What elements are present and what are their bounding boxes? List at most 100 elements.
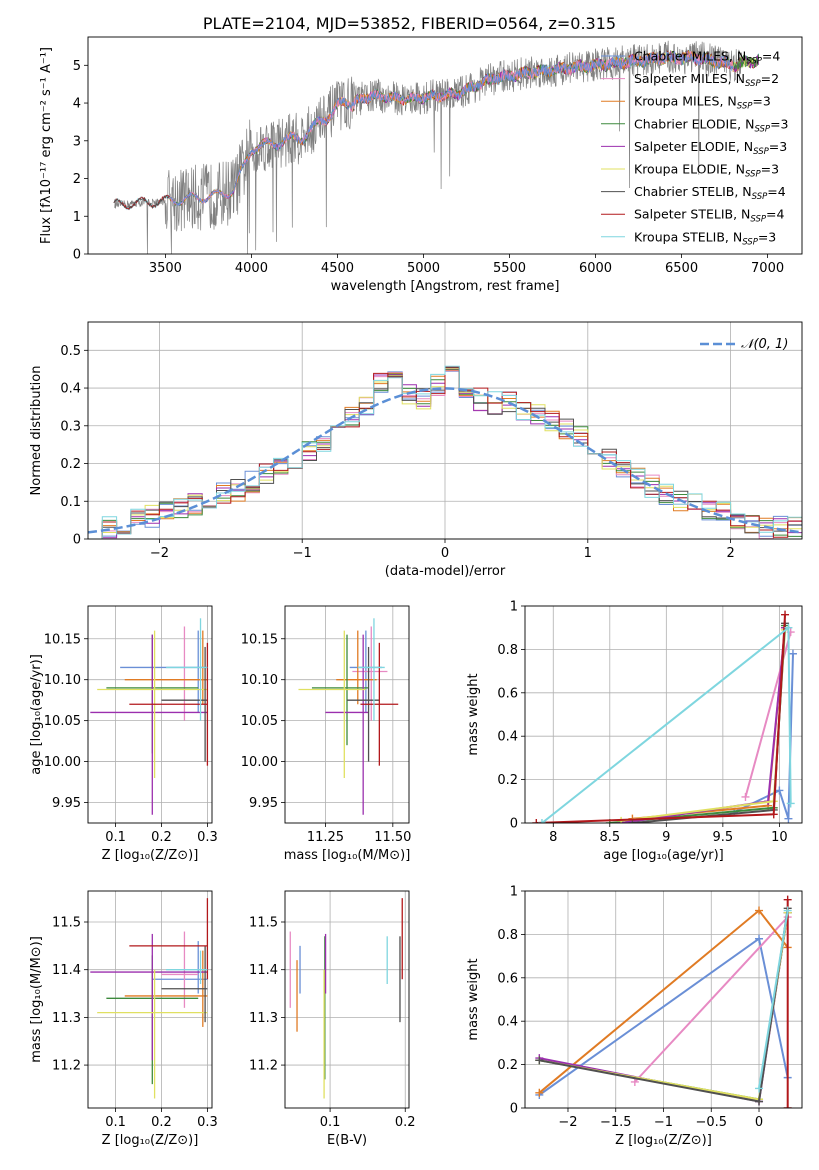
y-tick-label: 9.95 (249, 796, 278, 811)
x-tick-label: 0 (755, 1115, 763, 1130)
y-axis-label: mass weight (466, 958, 481, 1040)
y-tick-label: 0.4 (60, 382, 81, 397)
series-marker (630, 1077, 639, 1086)
x-tick-label: 6000 (579, 261, 612, 276)
x-tick-label: −2 (558, 1115, 577, 1130)
series-marker (755, 906, 764, 915)
axes-age_vs_Z: 0.1 0.2 0.3 9.95 10.00 10.05 10.10 10.15 Z [log₁… (29, 605, 218, 863)
legend-entry: Salpeter ELODIE, NSSP=3 (634, 139, 787, 157)
y-axis-label: mass [log₁₀(M/M⊙)] (29, 936, 44, 1063)
axes-frame (87, 890, 213, 1109)
y-tick-label: 0 (510, 817, 518, 832)
series-line (758, 910, 789, 1089)
chart-title: PLATE=2104, MJD=53852, FIBERID=0564, z=0… (203, 14, 616, 33)
y-tick-label: 1 (73, 210, 81, 225)
series-marker (788, 649, 797, 658)
series-marker (781, 610, 790, 619)
model-line (168, 50, 734, 207)
series-line (632, 623, 786, 823)
y-tick-label: 0 (73, 248, 81, 263)
x-tick-label: −1 (654, 1115, 673, 1130)
y-tick-label: 10.15 (44, 632, 81, 647)
x-tick-label: 11.25 (307, 830, 344, 845)
histogram-step (88, 365, 802, 539)
x-tick-label: 1 (584, 546, 592, 561)
axes-frame (524, 890, 803, 1109)
axes-frame (87, 321, 803, 540)
x-tick-label: 3500 (149, 261, 182, 276)
y-tick-label: 11.3 (249, 1011, 278, 1026)
y-tick-label: 10.15 (241, 632, 278, 647)
y-tick-label: 11.3 (52, 1011, 81, 1026)
axes-age_vs_mass: 11.25 11.50 9.95 10.00 10.05 10.10 10.15 mass [… (241, 605, 411, 863)
y-tick-label: 10.00 (241, 755, 278, 770)
x-tick-label: 10 (771, 830, 788, 845)
series-marker (755, 934, 764, 943)
y-tick-label: 0 (510, 1102, 518, 1117)
y-tick-label: 1 (510, 600, 518, 615)
axes-frame (524, 605, 803, 824)
series-marker (775, 786, 784, 795)
series-marker (783, 895, 792, 904)
axes-frame (284, 605, 410, 824)
y-tick-label: 0.4 (497, 1015, 518, 1030)
y-axis-label: age [log₁₀(age/yr)] (29, 654, 44, 775)
series-line (620, 627, 786, 823)
x-axis-label: mass [log₁₀(M/M⊙)] (284, 848, 411, 863)
plot-area-mass_vs_Z (90, 898, 209, 1099)
y-tick-label: 5 (73, 59, 81, 74)
series-marker (755, 1097, 764, 1106)
y-axis-label: Normed distribution (29, 366, 44, 496)
legend-entry: Chabrier ELODIE, NSSP=3 (634, 116, 789, 134)
legend-entry: 𝒩(0, 1) (741, 337, 788, 352)
legend-entry: Salpeter STELIB, NSSP=4 (634, 207, 784, 225)
x-tick-label: 9 (662, 830, 670, 845)
axes-frame (87, 36, 803, 255)
series-marker (535, 1088, 544, 1097)
series-marker (741, 792, 750, 801)
x-tick-label: 0.1 (105, 1115, 126, 1130)
y-tick-label: 1 (510, 885, 518, 900)
series-marker (537, 819, 546, 823)
x-tick-label: 9.5 (713, 830, 734, 845)
series-marker (784, 814, 793, 823)
y-tick-label: 0.2 (497, 773, 518, 788)
plot-area-mass_weight_vs_Z (535, 895, 792, 1108)
legend-entry: Kroupa MILES, NSSP=3 (634, 94, 771, 112)
x-tick-label: 0.1 (105, 830, 126, 845)
y-tick-label: 0.6 (497, 971, 518, 986)
axes-residuals: −2 −1 0 1 2 0 0.1 0.2 0.3 0.4 0.5 (data-model)/erro… (29, 321, 803, 579)
y-tick-label: 0.3 (60, 419, 81, 434)
series-line (609, 625, 786, 823)
x-tick-label: −0.5 (695, 1115, 727, 1130)
y-tick-label: 0.2 (60, 457, 81, 472)
legend-entry: Chabrier STELIB, NSSP=4 (634, 184, 786, 202)
series-marker (786, 799, 795, 808)
x-tick-label: 6500 (665, 261, 698, 276)
x-tick-label: 5000 (407, 261, 440, 276)
legend-entry: Kroupa ELODIE, NSSP=3 (634, 162, 779, 180)
y-tick-label: 11.4 (52, 963, 81, 978)
y-tick-label: 11.2 (249, 1059, 278, 1074)
y-tick-label: 11.5 (249, 916, 278, 931)
normal-curve (88, 387, 802, 534)
legend-entry: Salpeter MILES, NSSP=2 (634, 71, 779, 89)
y-tick-label: 9.95 (52, 796, 81, 811)
legend-entry: Chabrier MILES, NSSP=4 (634, 49, 780, 67)
x-tick-label: −2 (150, 546, 169, 561)
x-tick-label: 2 (726, 546, 734, 561)
x-tick-label: 0.2 (151, 830, 172, 845)
series-marker (755, 1084, 764, 1093)
y-tick-label: 0.8 (497, 928, 518, 943)
series-marker (784, 623, 793, 632)
x-tick-label: 4000 (235, 261, 268, 276)
axes-mass_weight_vs_Z: −2 −1.5 −1 −0.5 0 0 0.2 0.4 0.6 0.8 1 Z [log₁₀(Z/Z⊙… (466, 885, 803, 1148)
x-tick-label: 7000 (751, 261, 784, 276)
series-marker (783, 906, 792, 915)
y-axis-label: mass weight (466, 673, 481, 755)
plot-area-residuals (88, 365, 802, 539)
series-marker (532, 819, 541, 823)
plot-area-spectrum (113, 40, 759, 254)
x-tick-label: 0.2 (395, 1115, 416, 1130)
